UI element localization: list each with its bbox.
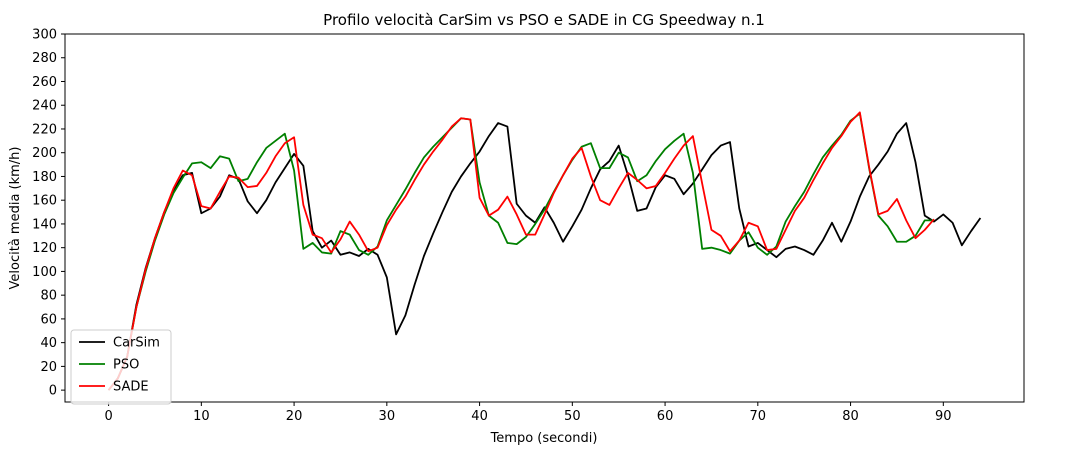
y-tick-label: 240 bbox=[32, 99, 57, 114]
x-tick-label: 50 bbox=[564, 409, 581, 424]
axes-frame bbox=[64, 33, 1025, 403]
y-tick-label: 300 bbox=[32, 28, 57, 43]
y-tick-label: 20 bbox=[40, 360, 57, 375]
x-tick-label: 60 bbox=[657, 409, 674, 424]
x-tick-label: 40 bbox=[471, 409, 488, 424]
series-line-pso bbox=[107, 112, 935, 391]
legend-label-carsim: CarSim bbox=[113, 336, 160, 351]
y-tick-label: 80 bbox=[40, 289, 57, 304]
series-line-sade bbox=[107, 111, 935, 391]
legend: CarSim PSO SADE bbox=[70, 329, 172, 405]
y-tick-label: 100 bbox=[32, 265, 57, 280]
y-tick-label: 280 bbox=[32, 51, 57, 66]
x-tick-label: 30 bbox=[379, 409, 396, 424]
x-tick-label: 90 bbox=[935, 409, 952, 424]
series-line-carsim bbox=[107, 122, 982, 391]
y-tick-label: 180 bbox=[32, 170, 57, 185]
x-tick-label: 0 bbox=[104, 409, 112, 424]
y-tick-label: 140 bbox=[32, 217, 57, 232]
x-tick-label: 20 bbox=[286, 409, 303, 424]
x-axis-label: Tempo (secondi) bbox=[490, 431, 598, 446]
legend-label-pso: PSO bbox=[113, 358, 139, 373]
plot-area bbox=[64, 33, 1025, 403]
x-tick-label: 70 bbox=[750, 409, 767, 424]
y-tick-label: 160 bbox=[32, 194, 57, 209]
x-tick-label: 10 bbox=[193, 409, 210, 424]
y-tick-label: 120 bbox=[32, 241, 57, 256]
axis-ticks: 0 10 20 30 40 50 60 70 80 90 0 20 40 60 80 100 120 140 160… bbox=[32, 28, 951, 425]
y-tick-label: 200 bbox=[32, 146, 57, 161]
x-tick-label: 80 bbox=[842, 409, 859, 424]
y-tick-label: 60 bbox=[40, 312, 57, 327]
y-tick-label: 0 bbox=[49, 384, 57, 399]
y-tick-label: 260 bbox=[32, 75, 57, 90]
chart-title: Profilo velocità CarSim vs PSO e SADE in… bbox=[323, 11, 765, 29]
y-axis-label: Velocità media (km/h) bbox=[8, 147, 23, 290]
y-tick-label: 220 bbox=[32, 122, 57, 137]
legend-label-sade: SADE bbox=[113, 380, 149, 395]
y-tick-label: 40 bbox=[40, 336, 57, 351]
